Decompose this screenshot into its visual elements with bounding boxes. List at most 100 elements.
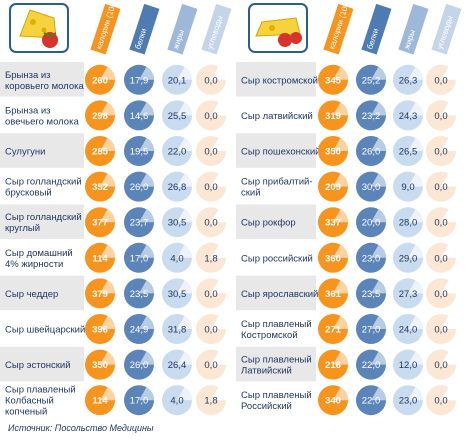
row-name: Сулугуни [5, 147, 45, 158]
circle-notch [211, 173, 227, 187]
circle-notch [211, 387, 227, 401]
value-text: 319 [325, 111, 341, 122]
circle-notch [333, 102, 349, 116]
row-name: круглый [5, 223, 40, 234]
header-box [201, 3, 232, 55]
row-name: овечьего молока [5, 116, 79, 127]
circle-notch [441, 209, 457, 223]
circle-notch [100, 66, 116, 80]
value-text: 24,3 [399, 111, 418, 122]
value-text: 30,0 [362, 182, 381, 193]
value-text: 22,0 [362, 360, 381, 371]
circle-notch [139, 66, 155, 80]
circle-notch [408, 173, 424, 187]
row-name: Сыр швейцарский [5, 325, 85, 336]
value-text: 27,3 [399, 289, 418, 300]
circle-notch [100, 244, 116, 258]
circle-notch [139, 244, 155, 258]
value-text: 0,0 [204, 111, 217, 122]
source: Источник: Посольство Медицины [8, 423, 154, 433]
value-text: 20,0 [362, 218, 381, 229]
column-header: калории (100 г) [90, 0, 120, 55]
value-text: 12,0 [399, 360, 418, 371]
circle-notch [139, 209, 155, 223]
value-text: 23,2 [362, 111, 381, 122]
circle-notch [100, 387, 116, 401]
row-bg [0, 168, 84, 204]
row-bg [0, 62, 84, 97]
circle-notch [441, 102, 457, 116]
row-bg [236, 97, 316, 133]
value-text: 340 [325, 396, 341, 407]
row-bg [0, 240, 84, 275]
value-text: 30,5 [168, 289, 187, 300]
row-name: Сыр плавленый [241, 355, 312, 366]
circle-notch [408, 66, 424, 80]
circle-notch [333, 280, 349, 294]
circle-notch [371, 315, 387, 329]
row-name: Сыр домашний [5, 248, 73, 259]
value-text: 19,5 [130, 147, 149, 158]
value-text: 361 [325, 289, 342, 300]
value-text: 20,1 [168, 75, 187, 86]
circle-notch [211, 351, 227, 365]
row-bg [236, 382, 316, 417]
circle-notch [100, 137, 116, 151]
value-text: 352 [92, 182, 108, 193]
value-text: 25,5 [168, 111, 187, 122]
circle-notch [408, 351, 424, 365]
header-box [323, 3, 354, 55]
value-text: 17,9 [130, 75, 149, 86]
circle-notch [371, 209, 387, 223]
circle-notch [333, 315, 349, 329]
row-bg [236, 275, 316, 311]
value-text: 4,0 [170, 253, 183, 264]
circle-notch [139, 315, 155, 329]
value-text: 29,0 [399, 253, 418, 264]
circle-notch [211, 66, 227, 80]
row-bg [0, 97, 84, 133]
row-name: коровьего молока [5, 81, 84, 92]
circle-notch [408, 387, 424, 401]
circle-notch [441, 351, 457, 365]
value-text: 24,0 [399, 325, 418, 336]
row-bg [0, 133, 84, 168]
value-text: 14,6 [130, 111, 149, 122]
value-text: 0,0 [204, 147, 217, 158]
circle-notch [100, 315, 116, 329]
value-text: 0,0 [204, 182, 217, 193]
value-text: 114 [92, 253, 108, 264]
circle-notch [333, 173, 349, 187]
value-text: 1,8 [204, 396, 217, 407]
circle-notch [139, 102, 155, 116]
row-bg [236, 204, 316, 239]
circle-notch [177, 102, 193, 116]
value-text: 26,8 [168, 182, 187, 193]
value-text: 26,4 [168, 360, 187, 371]
value-text: 350 [92, 360, 108, 371]
row-name: Сыр голландский [5, 212, 82, 223]
circle-notch [139, 387, 155, 401]
circle-notch [408, 209, 424, 223]
value-text: 0,0 [434, 253, 447, 264]
circle-notch [100, 102, 116, 116]
circle-notch [408, 102, 424, 116]
value-text: 23,7 [130, 218, 149, 229]
circle-notch [100, 280, 116, 294]
row-name: Сыр латвийский [241, 111, 313, 122]
value-text: 271 [325, 325, 342, 336]
row-bg [0, 204, 84, 239]
row-name: Латвийский [241, 366, 292, 377]
circle-notch [333, 351, 349, 365]
value-text: 114 [92, 396, 108, 407]
circle-notch [177, 137, 193, 151]
circle-notch [139, 173, 155, 187]
value-text: 0,0 [434, 182, 447, 193]
circle-notch [211, 244, 227, 258]
circle-notch [139, 351, 155, 365]
value-text: 0,0 [204, 325, 217, 336]
row-name: Сыр плавленый [241, 390, 312, 401]
row-name: Сыр ярославский [241, 289, 318, 300]
row-bg [236, 133, 316, 168]
circle-notch [333, 387, 349, 401]
